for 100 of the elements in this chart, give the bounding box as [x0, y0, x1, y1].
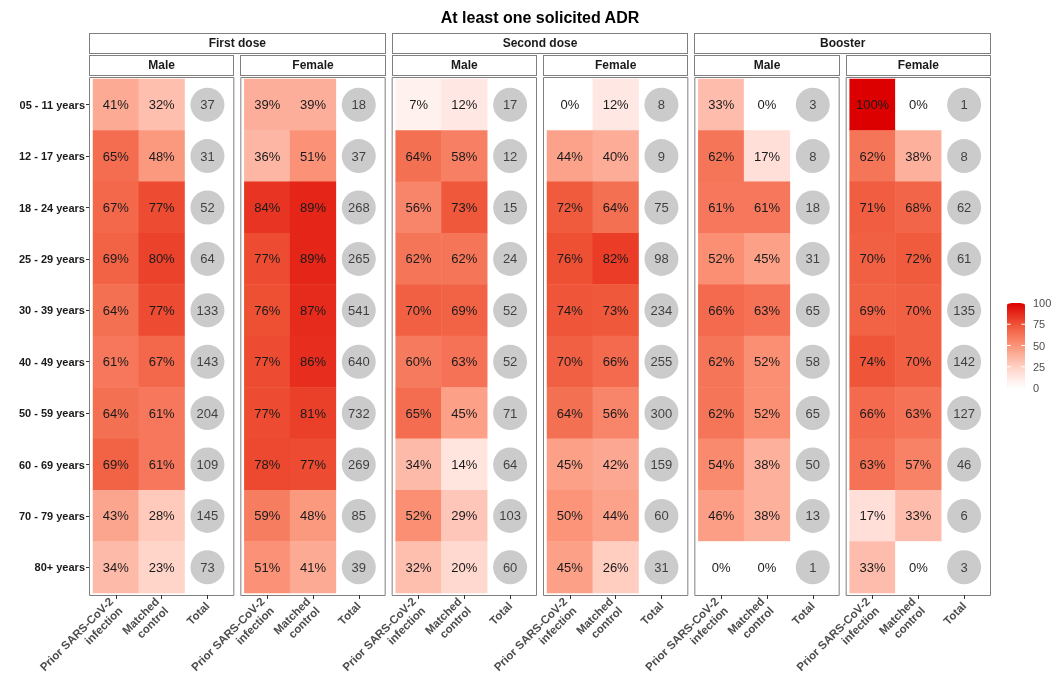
data-label: 62%: [859, 148, 886, 164]
data-label: 34%: [102, 559, 130, 575]
data-label: 0%: [560, 97, 580, 113]
data-label: 64%: [102, 302, 130, 318]
data-label: 63%: [753, 302, 781, 318]
data-label: 66%: [859, 405, 886, 421]
data-label: 17%: [859, 508, 886, 524]
text: 8: [960, 148, 968, 164]
text: 61: [956, 251, 972, 267]
data-label: 38%: [905, 148, 932, 164]
data-label: 71%: [859, 200, 886, 215]
text: 1: [960, 97, 968, 113]
data-label: 59%: [254, 508, 281, 524]
data-label: 34%: [405, 457, 432, 472]
data-label: 67%: [148, 354, 176, 370]
text: 12: [502, 148, 518, 164]
data-label: 69%: [451, 302, 478, 318]
data-label: 38%: [753, 457, 781, 472]
data-label: 0%: [711, 559, 732, 575]
data-label: 77%: [148, 200, 176, 215]
data-label: 43%: [102, 508, 130, 524]
chart-subtitle: Second dose: [391, 33, 689, 54]
data-label: 77%: [254, 405, 281, 421]
data-label: 78%: [254, 457, 281, 472]
chart-title: Male: [89, 55, 235, 76]
data-label: 72%: [905, 251, 932, 267]
text: 127: [953, 405, 975, 421]
data-label: 51%: [299, 148, 327, 164]
y-tick-label: 30 - 39 years: [18, 304, 85, 317]
chart-title: Male: [694, 55, 840, 76]
data-label: 74%: [556, 302, 584, 318]
data-label: 44%: [556, 148, 584, 164]
data-label: 36%: [254, 148, 281, 164]
data-label: 86%: [299, 354, 327, 370]
text: 135: [953, 302, 975, 318]
data-label: 41%: [299, 559, 327, 575]
text: 204: [196, 405, 219, 421]
data-label: 56%: [405, 200, 432, 215]
text: 268: [347, 200, 370, 215]
data-label: 39%: [299, 97, 327, 113]
data-label: 65%: [102, 148, 130, 164]
text: 145: [196, 508, 219, 524]
text: 85: [351, 508, 367, 524]
data-label: 51%: [254, 559, 281, 575]
y-tick-label: 25 - 29 years: [18, 252, 85, 265]
text: 52: [200, 200, 215, 215]
data-label: 77%: [148, 302, 176, 318]
data-label: 70%: [556, 354, 584, 370]
data-label: 70%: [859, 251, 886, 267]
data-label: 12%: [451, 97, 478, 113]
text: 541: [347, 302, 370, 318]
data-label: 12%: [602, 97, 630, 113]
text: 60: [654, 508, 669, 524]
color-bar-label: 50: [1033, 339, 1046, 352]
text: 18: [805, 200, 821, 215]
data-label: 74%: [859, 354, 886, 370]
text: 62: [956, 200, 972, 215]
data-label: 63%: [905, 405, 932, 421]
color-bar-label: 75: [1033, 318, 1046, 331]
data-label: 84%: [254, 200, 281, 215]
text: 3: [809, 97, 817, 113]
text: 17: [502, 97, 518, 113]
data-label: 72%: [556, 200, 584, 215]
text: 133: [196, 302, 219, 318]
data-label: 76%: [254, 302, 281, 318]
data-label: 100%: [855, 97, 890, 113]
data-label: 69%: [102, 251, 130, 267]
data-label: 14%: [451, 457, 478, 472]
data-label: 45%: [556, 457, 584, 472]
data-label: 62%: [708, 405, 735, 421]
data-label: 44%: [602, 508, 630, 524]
data-label: 45%: [451, 405, 478, 421]
data-label: 76%: [556, 251, 584, 267]
data-label: 60%: [405, 354, 432, 370]
text: 732: [347, 405, 370, 421]
data-label: 28%: [148, 508, 176, 524]
text: 24: [502, 251, 518, 267]
text: 143: [196, 354, 219, 370]
data-label: 61%: [148, 405, 176, 421]
text: 50: [805, 457, 821, 472]
text: 109: [196, 457, 219, 472]
color-bar-label: 25: [1033, 360, 1046, 373]
text: 18: [351, 97, 367, 113]
data-label: 65%: [405, 405, 432, 421]
text: 269: [347, 457, 370, 472]
text: 234: [650, 302, 673, 318]
data-label: 46%: [708, 508, 735, 524]
data-label: 89%: [299, 251, 327, 267]
data-label: 54%: [708, 457, 735, 472]
data-label: 52%: [753, 354, 781, 370]
data-label: 40%: [602, 148, 630, 164]
data-label: 45%: [753, 251, 781, 267]
data-label: 0%: [757, 97, 777, 113]
text: At least one solicited ADR: [439, 8, 641, 28]
data-label: 0%: [757, 559, 777, 575]
data-label: 52%: [405, 508, 432, 524]
data-label: 32%: [148, 97, 176, 113]
text: 65: [805, 405, 821, 421]
data-label: 58%: [451, 148, 478, 164]
text: 15: [502, 200, 518, 215]
